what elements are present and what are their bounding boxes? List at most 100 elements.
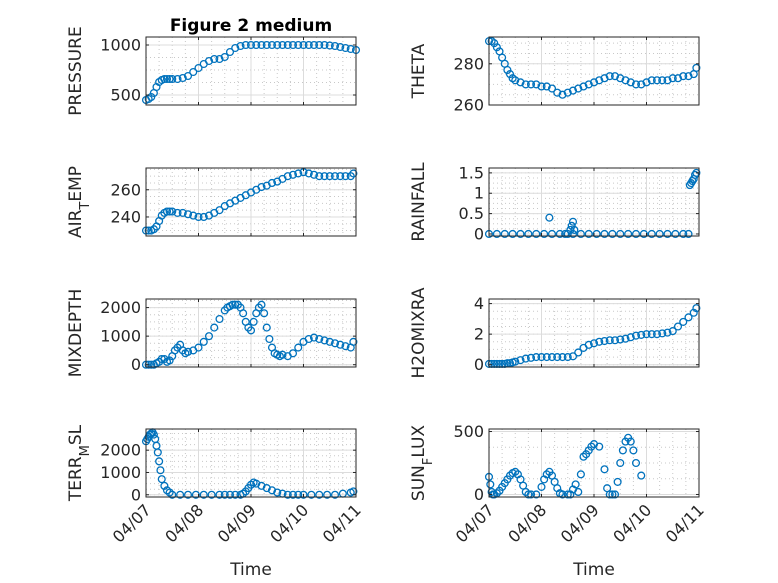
y-tick-label: 1000: [100, 327, 141, 346]
data-point: [283, 40, 292, 50]
data-point: [537, 482, 546, 491]
data-point: [241, 40, 250, 50]
data-point: [151, 434, 160, 444]
data-point: [631, 331, 641, 340]
data-point: [341, 342, 350, 351]
data-point: [532, 490, 541, 499]
data-point: [315, 490, 324, 499]
y-tick-label: 0: [131, 355, 141, 374]
data-point: [663, 328, 672, 337]
data-point: [330, 339, 340, 348]
data-point: [605, 490, 614, 499]
subplot-2: 260 280 THETA: [409, 36, 701, 115]
data-point: [288, 349, 298, 358]
y-axis-label: MIXDEPTH: [66, 289, 86, 378]
data-point: [299, 490, 308, 499]
y-tick-label: 500: [110, 86, 141, 105]
data-point: [156, 466, 165, 475]
data-point: [532, 353, 541, 362]
data-point: [631, 80, 641, 89]
data-point: [257, 182, 266, 192]
data-point: [568, 352, 578, 361]
data-point: [176, 490, 185, 499]
data-point: [273, 488, 282, 497]
y-tick-label: 0: [474, 485, 484, 504]
data-point: [629, 446, 638, 455]
data-point: [262, 323, 271, 332]
data-point: [600, 336, 609, 346]
data-point: [162, 74, 172, 84]
data-point: [304, 169, 313, 178]
data-point: [199, 212, 208, 222]
y-tick-label: 240: [110, 207, 141, 226]
data-point: [168, 74, 177, 84]
data-point: [149, 430, 158, 439]
data-point: [346, 44, 355, 54]
x-tick-label: 04/10: [609, 500, 655, 546]
data-point: [647, 330, 656, 339]
data-point: [595, 442, 604, 451]
data-point: [563, 353, 572, 362]
subplot-8: 0 500 SUNFLUX 04/07 04/08 04/09 04/10 04/11: [409, 422, 708, 546]
data-point: [621, 334, 630, 343]
data-point: [618, 446, 627, 455]
data-point: [320, 336, 329, 345]
data-point: [563, 88, 572, 97]
data-point: [692, 63, 701, 72]
data-point: [521, 354, 530, 363]
y-tick-label: 1000: [100, 36, 141, 55]
data-point: [584, 229, 593, 239]
data-point: [692, 168, 701, 177]
data-point: [178, 208, 187, 217]
data-point: [616, 335, 625, 344]
data-point: [262, 484, 271, 493]
data-point: [309, 333, 319, 342]
data-point: [524, 490, 533, 499]
data-point: [542, 353, 551, 362]
data-point: [576, 470, 585, 479]
y-tick-label: 2: [474, 325, 484, 344]
data-point: [568, 86, 578, 95]
data-point: [568, 229, 578, 239]
data-point: [144, 226, 153, 235]
data-point: [553, 353, 562, 362]
data-point: [540, 229, 549, 239]
data-point: [616, 229, 625, 239]
data-point: [537, 353, 546, 362]
data-point: [173, 74, 182, 84]
y-axis-label: AIRTEMP: [66, 166, 93, 238]
data-point: [558, 353, 567, 362]
x-tick-label: 04/09: [557, 500, 603, 546]
subplot-4: 00.51 1.5 RAINFALL: [409, 162, 701, 243]
data-point: [220, 490, 229, 499]
data-point: [210, 323, 219, 332]
data-point: [215, 314, 224, 324]
data-point: [165, 356, 174, 365]
data-point: [663, 76, 672, 85]
data-point: [558, 90, 567, 99]
data-point: [639, 229, 648, 239]
data-point: [267, 178, 277, 188]
data-point: [684, 313, 693, 322]
data-point: [330, 490, 340, 499]
x-tick-label: 04/10: [266, 500, 312, 546]
data-point: [336, 172, 345, 181]
data-point: [610, 336, 620, 345]
data-point: [147, 92, 156, 102]
data-series: [141, 428, 358, 499]
data-point: [294, 40, 303, 50]
data-point: [315, 334, 324, 344]
x-axis-label-left: Time: [229, 560, 272, 580]
data-point: [199, 490, 208, 499]
data-point: [684, 229, 693, 239]
data-point: [189, 67, 198, 77]
data-point: [309, 170, 319, 179]
data-point: [165, 207, 174, 216]
y-axis-label: THETA: [409, 43, 429, 99]
y-tick-label: 1: [474, 184, 484, 203]
data-point: [294, 169, 303, 178]
data-point: [624, 229, 633, 239]
data-point: [267, 486, 277, 495]
data-point: [236, 41, 245, 51]
